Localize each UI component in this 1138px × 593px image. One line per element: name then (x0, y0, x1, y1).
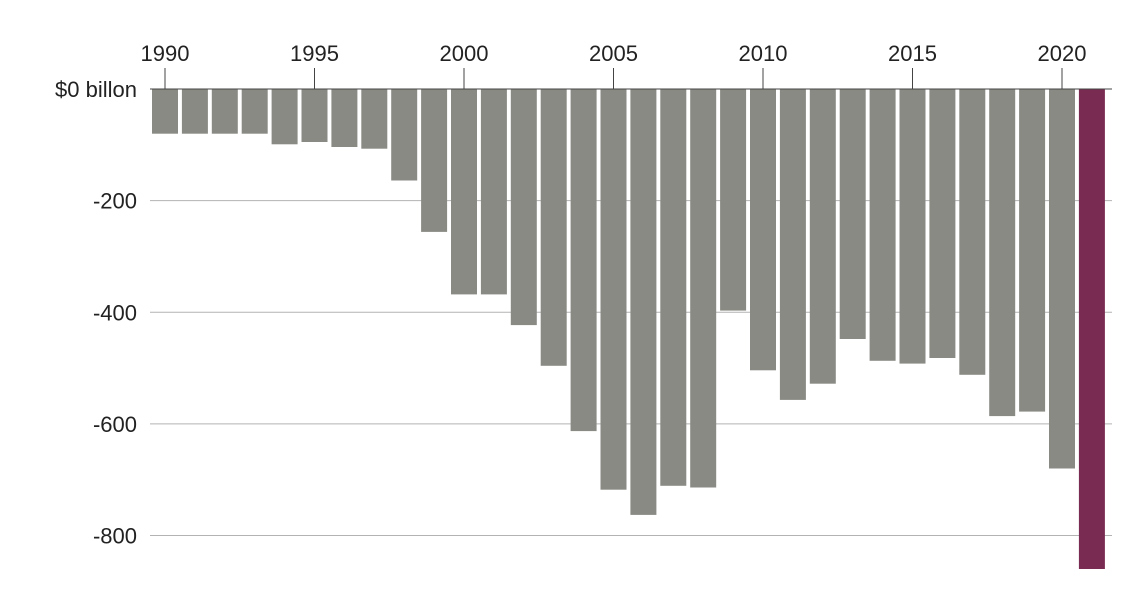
x-tick-label: 2010 (739, 41, 788, 66)
bar (630, 89, 657, 515)
bar (839, 89, 866, 339)
axes (150, 68, 1112, 90)
bar (241, 89, 268, 134)
bar (750, 89, 776, 371)
x-tick-label: 2005 (589, 41, 638, 66)
x-tick-label: 1995 (290, 41, 339, 66)
bar (331, 89, 358, 147)
bar (152, 89, 178, 134)
y-tick-label: -400 (93, 300, 137, 325)
bar (989, 89, 1016, 417)
tick-labels: $0 billon -200 -400 -600 -800 1990 1995 2000 200… (55, 41, 1086, 549)
bar (929, 89, 956, 358)
bar (181, 89, 208, 134)
bar (540, 89, 567, 366)
x-tick-label: 2000 (440, 41, 489, 66)
y-tick-label: $0 billon (55, 77, 137, 102)
bar (211, 89, 238, 134)
x-tick-label: 2015 (888, 41, 937, 66)
bars (152, 89, 1105, 569)
bar (301, 89, 328, 142)
bar (720, 89, 747, 311)
bar (451, 89, 477, 295)
y-tick-label: -200 (93, 189, 137, 214)
bar (809, 89, 836, 384)
bar (271, 89, 298, 145)
bar (480, 89, 507, 295)
bar (600, 89, 627, 490)
bar (570, 89, 597, 432)
x-tick-label: 1990 (141, 41, 190, 66)
bar (510, 89, 537, 326)
bar (1078, 89, 1105, 569)
bar (869, 89, 896, 361)
bar (959, 89, 986, 375)
bar (899, 89, 926, 364)
bar (1019, 89, 1046, 412)
x-tick-label: 2020 (1038, 41, 1087, 66)
y-tick-label: -800 (93, 524, 137, 549)
bar (690, 89, 717, 488)
bar (361, 89, 388, 149)
y-tick-label: -600 (93, 412, 137, 437)
bar (660, 89, 687, 486)
bar (391, 89, 418, 181)
bar (779, 89, 806, 400)
bar (1049, 89, 1075, 469)
bar (421, 89, 448, 232)
